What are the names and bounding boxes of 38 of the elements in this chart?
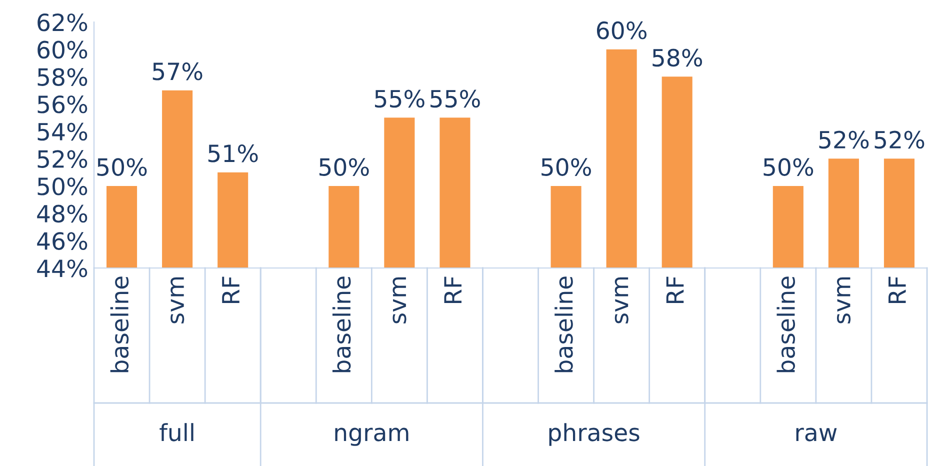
x-tick-label: svm xyxy=(392,277,406,324)
x-tick-label: baseline xyxy=(332,276,351,372)
text: full xyxy=(160,423,194,442)
data-label: 50% xyxy=(764,158,814,176)
y-tick-label: 56% xyxy=(38,95,88,114)
data-label: 57% xyxy=(152,62,202,80)
data-label: 60% xyxy=(596,21,647,40)
data-label: 50% xyxy=(97,158,147,176)
x-tick-label: svm xyxy=(614,277,628,324)
data-label: 52% xyxy=(819,130,869,149)
y-tick-label: 46% xyxy=(37,232,88,250)
y-tick-label: 44% xyxy=(37,259,88,278)
x-tick-label: RF xyxy=(888,276,906,304)
text: phrases xyxy=(549,423,640,446)
x-tick-label: RF xyxy=(222,276,240,304)
data-label: 52% xyxy=(874,130,924,149)
x-tick-label: baseline xyxy=(776,276,796,372)
x-tick-label: RF xyxy=(666,276,684,304)
data-label: 55% xyxy=(375,90,424,108)
data-label: 55% xyxy=(430,90,480,108)
y-tick-label: 62% xyxy=(38,13,88,32)
y-tick-label: 52% xyxy=(38,150,88,168)
x-tick-label: baseline xyxy=(554,276,573,372)
y-tick-label: 50% xyxy=(38,177,88,196)
x-tick-label: svm xyxy=(170,277,184,324)
data-label: 50% xyxy=(319,158,369,176)
x-tick-label: svm xyxy=(836,277,851,324)
data-label: 50% xyxy=(542,158,591,176)
y-tick-label: 58% xyxy=(38,68,88,86)
data-label: 51% xyxy=(208,144,258,162)
y-tick-label: 60% xyxy=(38,40,88,59)
x-tick-label: RF xyxy=(444,276,462,304)
text: ngram xyxy=(335,428,408,446)
x-tick-label: baseline xyxy=(110,276,129,372)
text: raw xyxy=(796,428,837,442)
data-label: 58% xyxy=(652,48,702,67)
y-tick-label: 48% xyxy=(37,204,88,223)
y-tick-label: 54% xyxy=(38,122,88,141)
